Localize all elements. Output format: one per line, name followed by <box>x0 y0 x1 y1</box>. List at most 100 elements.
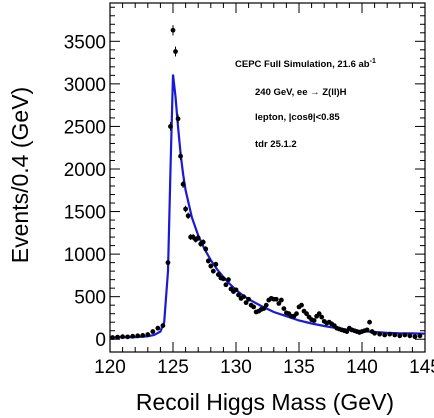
marker <box>180 181 186 187</box>
marker <box>417 333 423 339</box>
data-point <box>392 332 398 338</box>
marker <box>145 332 151 337</box>
data-point <box>251 304 257 310</box>
marker <box>165 260 171 266</box>
y-tick-label: 1000 <box>64 245 106 266</box>
data-point <box>294 311 299 317</box>
data-point <box>261 306 267 311</box>
marker <box>226 277 231 283</box>
data-point <box>233 287 239 293</box>
data-point <box>372 330 377 336</box>
data-point <box>236 292 241 298</box>
marker <box>135 333 141 339</box>
marker <box>150 329 156 334</box>
data-point <box>246 296 252 302</box>
marker <box>382 332 388 338</box>
marker <box>175 116 181 122</box>
annotation-line-4: tdr 25.1.2 <box>255 139 297 150</box>
data-point <box>165 260 171 266</box>
data-point <box>120 334 125 340</box>
data-point <box>210 268 216 274</box>
data-point <box>140 333 146 338</box>
data-point <box>304 311 309 317</box>
marker <box>173 49 178 54</box>
data-point <box>203 246 209 252</box>
data-points <box>110 25 423 340</box>
marker <box>221 276 226 282</box>
marker <box>364 327 370 333</box>
marker <box>311 318 317 323</box>
data-point <box>223 282 229 288</box>
x-tick-label: 135 <box>283 357 315 378</box>
marker <box>185 213 191 219</box>
data-point <box>185 212 191 220</box>
data-point <box>311 318 317 323</box>
marker <box>195 235 201 241</box>
marker <box>203 246 209 252</box>
data-point <box>412 334 418 340</box>
marker <box>281 306 287 311</box>
data-point <box>407 333 413 339</box>
data-point <box>213 261 219 267</box>
data-point <box>364 327 370 333</box>
marker <box>246 296 252 302</box>
data-point <box>130 333 136 339</box>
y-tick-label: 3000 <box>64 75 106 96</box>
x-tick-label: 120 <box>94 357 126 378</box>
marker <box>387 331 393 337</box>
data-point <box>226 277 231 283</box>
marker <box>273 296 279 302</box>
marker <box>236 292 241 298</box>
x-tick-label: 140 <box>346 357 378 378</box>
data-point <box>319 314 325 320</box>
data-point <box>299 302 304 308</box>
marker <box>263 302 269 308</box>
data-point <box>278 297 284 303</box>
data-point <box>397 333 403 339</box>
marker <box>168 124 173 129</box>
data-point <box>387 331 393 337</box>
marker <box>178 153 183 159</box>
marker <box>200 239 206 245</box>
data-point <box>155 325 161 331</box>
y-tick-label: 2000 <box>64 160 106 181</box>
x-axis-title: Recoil Higgs Mass (GeV) <box>136 389 394 415</box>
marker <box>251 304 257 310</box>
data-point <box>377 331 383 337</box>
marker <box>299 302 304 308</box>
data-point <box>382 332 388 338</box>
marker <box>402 332 408 338</box>
annotation-block: CEPC Full Simulation, 21.6 ab-1 240 GeV,… <box>235 58 376 150</box>
y-tick-label: 1500 <box>64 203 106 224</box>
marker <box>412 334 418 340</box>
y-axis-title: Events/0.4 (GeV) <box>7 87 33 263</box>
marker <box>233 287 239 293</box>
annotation-line-1: CEPC Full Simulation, 21.6 ab-1 <box>235 58 376 70</box>
marker <box>140 333 146 338</box>
data-point <box>175 114 181 124</box>
y-tick-label: 3500 <box>64 32 106 53</box>
data-point <box>150 329 156 334</box>
data-point <box>281 306 287 311</box>
data-point <box>168 122 173 131</box>
marker <box>377 331 383 337</box>
data-point <box>110 335 115 340</box>
data-point <box>205 258 211 264</box>
data-point <box>170 25 176 36</box>
marker <box>120 334 125 340</box>
marker <box>261 306 267 311</box>
data-point <box>276 301 282 306</box>
data-point <box>160 323 166 329</box>
data-point <box>344 329 350 334</box>
marker <box>319 314 325 320</box>
marker <box>316 311 322 317</box>
marker <box>208 263 214 269</box>
marker <box>210 268 216 274</box>
data-point <box>208 263 214 269</box>
x-tick-label: 145 <box>409 357 434 378</box>
marker <box>367 319 372 325</box>
marker <box>344 329 350 334</box>
marker <box>372 330 377 336</box>
marker <box>130 333 136 339</box>
